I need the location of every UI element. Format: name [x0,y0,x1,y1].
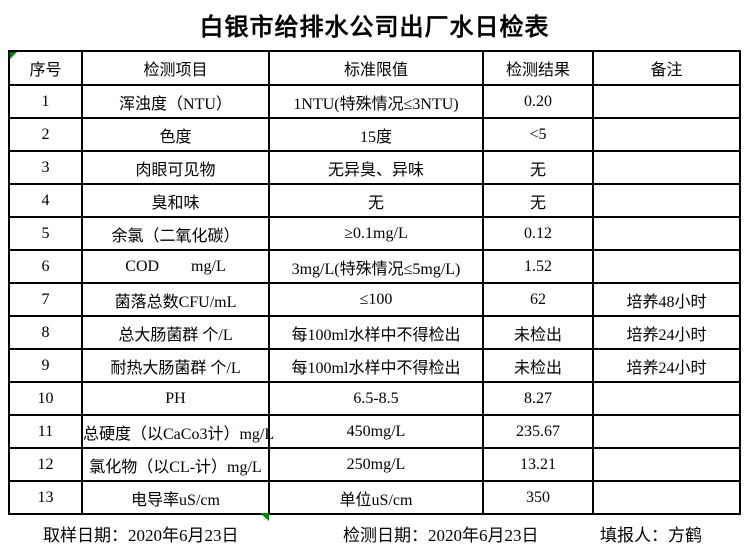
sampling-date-label: 取样日期：2020年6月23日 [43,526,239,545]
cell-item: 总大肠菌群 个/L [81,315,270,350]
inspection-table: 序号 检测项目 标准限值 检测结果 备注 1 浑浊度（NTU） 1NTU(特殊情… [8,50,741,515]
table-row: 13 电导率uS/cm 单位uS/cm 350 [8,480,741,515]
cell-note: 培养24小时 [592,315,741,350]
table-row: 8 总大肠菌群 个/L 每100ml水样中不得检出 未检出 培养24小时 [8,315,741,350]
table-row: 1 浑浊度（NTU） 1NTU(特殊情况≤3NTU) 0.20 [8,84,741,119]
header-row: 序号 检测项目 标准限值 检测结果 备注 [8,50,741,86]
cell-note [592,117,741,152]
cell-item: 色度 [81,117,270,152]
cell-item: 菌落总数CFU/mL [81,282,270,317]
cell-serial: 9 [8,348,83,383]
cell-result: 235.67 [482,414,594,449]
cell-item: 总硬度（以CaCo3计）mg/L [81,414,274,449]
table-row: 10 PH 6.5-8.5 8.27 [8,381,741,416]
cell-item: 氯化物（以CL-计）mg/L [81,447,270,482]
reporter-label: 填报人：方鹤 [600,526,702,545]
excel-error-marker-icon [10,52,17,59]
cell-limit: 3mg/L(特殊情况≤5mg/L) [268,249,484,284]
cell-limit: 250mg/L [268,447,484,482]
cell-item: 余氯（二氧化碳） [81,216,270,251]
table-row: 11 总硬度（以CaCo3计）mg/L 450mg/L 235.67 [8,414,741,449]
header-serial: 序号 [8,50,83,86]
cell-item: 电导率uS/cm [81,480,270,515]
cell-item: 臭和味 [81,183,270,218]
table-row: 9 耐热大肠菌群 个/L 每100ml水样中不得检出 未检出 培养24小时 [8,348,741,383]
cell-note [592,84,741,119]
cell-limit: 无 [268,183,484,218]
cell-note [592,150,741,185]
cell-serial: 6 [8,249,83,284]
cell-note [592,414,741,449]
cell-item: PH [81,381,270,416]
table-row: 5 余氯（二氧化碳） ≥0.1mg/L 0.12 [8,216,741,251]
cell-note [592,183,741,218]
test-date-label: 检测日期：2020年6月23日 [343,526,539,545]
excel-fill-marker-icon [260,513,269,521]
cell-serial: 1 [8,84,83,119]
cell-item: COD mg/L [81,249,270,284]
cell-note [592,480,741,515]
cell-serial: 8 [8,315,83,350]
cell-result: 未检出 [482,315,594,350]
cell-result: <5 [482,117,594,152]
header-limit: 标准限值 [268,50,484,86]
cell-serial: 4 [8,183,83,218]
cell-note [592,381,741,416]
cell-serial: 10 [8,381,83,416]
cell-item: 浑浊度（NTU） [81,84,270,119]
cell-limit: 6.5-8.5 [268,381,484,416]
cell-result: 350 [482,480,594,515]
cell-item: 肉眼可见物 [81,150,270,185]
page-title: 白银市给排水公司出厂水日检表 [199,15,550,41]
cell-serial: 5 [8,216,83,251]
cell-serial: 3 [8,150,83,185]
cell-result: 8.27 [482,381,594,416]
cell-note [592,447,741,482]
cell-note [592,216,741,251]
table-row: 4 臭和味 无 无 [8,183,741,218]
cell-note: 培养48小时 [592,282,741,317]
cell-note [592,249,741,284]
cell-limit: 单位uS/cm [268,480,484,515]
table-row: 3 肉眼可见物 无异臭、异味 无 [8,150,741,185]
cell-limit: 无异臭、异味 [268,150,484,185]
table-row: 6 COD mg/L 3mg/L(特殊情况≤5mg/L) 1.52 [8,249,741,284]
table-row: 2 色度 15度 <5 [8,117,741,152]
table-row: 12 氯化物（以CL-计）mg/L 250mg/L 13.21 [8,447,741,482]
header-note: 备注 [592,50,741,86]
cell-result: 62 [482,282,594,317]
cell-limit: ≥0.1mg/L [268,216,484,251]
cell-result: 无 [482,150,594,185]
cell-limit: 1NTU(特殊情况≤3NTU) [268,84,484,119]
cell-result: 0.12 [482,216,594,251]
cell-limit: 每100ml水样中不得检出 [268,315,484,350]
cell-limit: 15度 [268,117,484,152]
cell-limit: 450mg/L [268,414,484,449]
cell-result: 0.20 [482,84,594,119]
cell-result: 未检出 [482,348,594,383]
table-row: 7 菌落总数CFU/mL ≤100 62 培养48小时 [8,282,741,317]
header-item: 检测项目 [81,50,270,86]
cell-limit: 每100ml水样中不得检出 [268,348,484,383]
cell-result: 1.52 [482,249,594,284]
cell-serial: 7 [8,282,83,317]
cell-result: 无 [482,183,594,218]
cell-note: 培养24小时 [592,348,741,383]
cell-serial: 13 [8,480,83,515]
cell-serial: 11 [8,414,83,449]
cell-serial: 12 [8,447,83,482]
cell-serial: 2 [8,117,83,152]
header-result: 检测结果 [482,50,594,86]
cell-result: 13.21 [482,447,594,482]
cell-item: 耐热大肠菌群 个/L [81,348,270,383]
cell-limit: ≤100 [268,282,484,317]
